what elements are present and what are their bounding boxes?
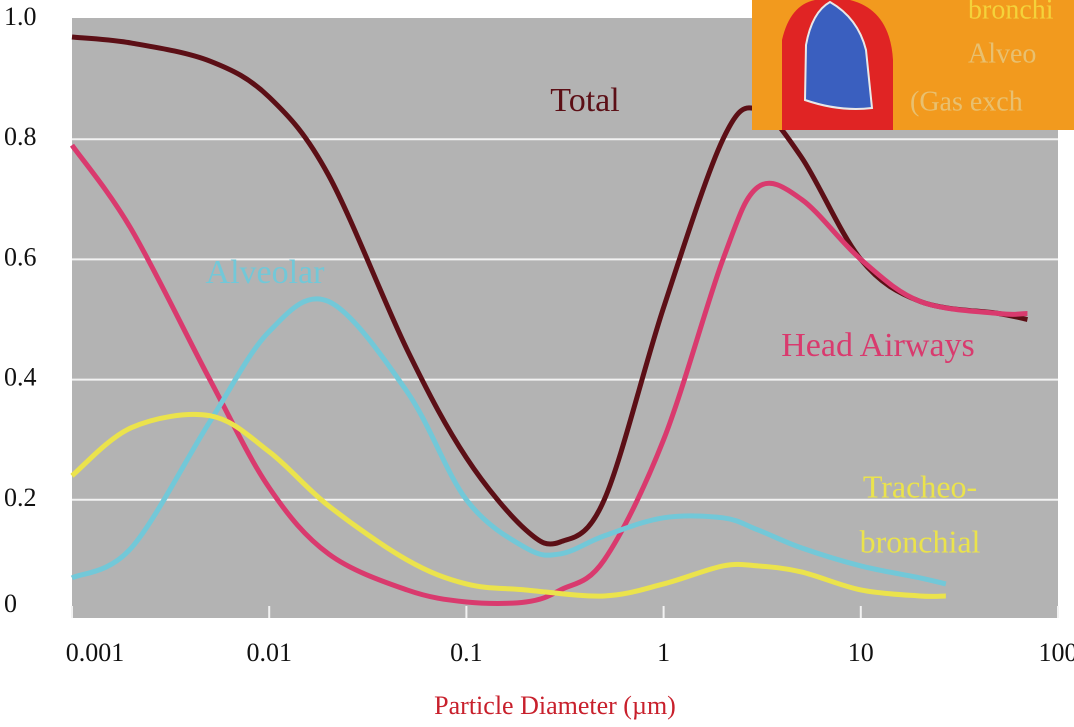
series-label: Total — [550, 82, 619, 119]
inset-text: (Gas exch — [910, 86, 1023, 117]
inset-text: Alveo — [968, 38, 1036, 69]
y-tick-label: 0 — [4, 589, 17, 618]
x-tick-label: 100 — [1039, 638, 1074, 667]
y-tick-label: 0.8 — [4, 122, 37, 151]
y-tick-label: 0.4 — [4, 363, 37, 392]
lines — [69, 34, 1028, 606]
x-axis-label: Particle Diameter (µm) — [434, 691, 676, 720]
series-line — [70, 296, 947, 587]
y-tick-label: 0.2 — [4, 483, 37, 512]
x-tick-label: 0.1 — [450, 638, 483, 667]
x-tick-label: 1 — [657, 638, 670, 667]
x-tick-label: 0.001 — [66, 638, 125, 667]
x-tick-label: 10 — [848, 638, 874, 667]
series-label: Head Airways — [781, 327, 975, 364]
series-line — [70, 411, 946, 599]
series-label: Alveolar — [206, 254, 326, 291]
y-tick-label: 1.0 — [4, 2, 37, 31]
series-label: Tracheo- — [863, 468, 977, 504]
x-tick-label: 0.01 — [246, 638, 292, 667]
series-label: bronchial — [860, 523, 981, 559]
inset-text: bronchi — [968, 0, 1054, 25]
series-line — [69, 143, 1028, 606]
inset: bronchi Alveo (Gas exch — [752, 0, 1074, 130]
y-tick-label: 0.6 — [4, 242, 37, 271]
inset-shape — [803, 0, 874, 110]
